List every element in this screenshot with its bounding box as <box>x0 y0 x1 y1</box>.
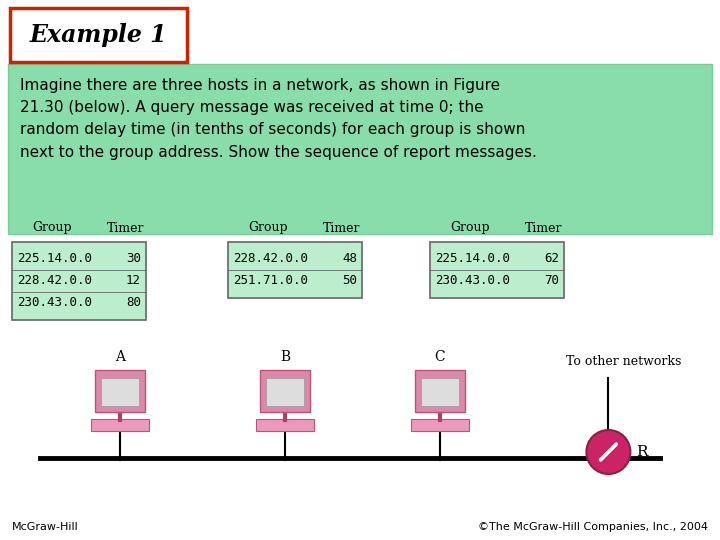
Text: 225.14.0.0: 225.14.0.0 <box>435 253 510 266</box>
FancyBboxPatch shape <box>101 378 139 406</box>
Text: 50: 50 <box>342 274 357 287</box>
Text: McGraw-Hill: McGraw-Hill <box>12 522 78 532</box>
Text: 228.42.0.0: 228.42.0.0 <box>17 274 92 287</box>
Text: ©The McGraw-Hill Companies, Inc., 2004: ©The McGraw-Hill Companies, Inc., 2004 <box>478 522 708 532</box>
Text: 12: 12 <box>126 274 141 287</box>
Text: 30: 30 <box>126 253 141 266</box>
Text: 225.14.0.0: 225.14.0.0 <box>17 253 92 266</box>
FancyBboxPatch shape <box>91 419 149 431</box>
Text: A: A <box>115 350 125 364</box>
Circle shape <box>586 430 631 474</box>
Text: To other networks: To other networks <box>566 355 681 368</box>
FancyBboxPatch shape <box>8 64 712 234</box>
Text: 230.43.0.0: 230.43.0.0 <box>435 274 510 287</box>
FancyBboxPatch shape <box>421 378 459 406</box>
FancyBboxPatch shape <box>411 419 469 431</box>
Text: Example 1: Example 1 <box>30 23 167 47</box>
Text: Timer: Timer <box>526 221 563 234</box>
FancyBboxPatch shape <box>260 370 310 412</box>
Text: Group: Group <box>451 221 490 234</box>
Text: Imagine there are three hosts in a network, as shown in Figure
21.30 (below). A : Imagine there are three hosts in a netwo… <box>20 78 537 160</box>
Text: Group: Group <box>32 221 72 234</box>
FancyBboxPatch shape <box>95 370 145 412</box>
Text: 62: 62 <box>544 253 559 266</box>
Text: 80: 80 <box>126 296 141 309</box>
Text: 228.42.0.0: 228.42.0.0 <box>233 253 308 266</box>
FancyBboxPatch shape <box>415 370 465 412</box>
FancyBboxPatch shape <box>430 242 564 298</box>
Text: B: B <box>280 350 290 364</box>
Text: R: R <box>636 445 648 459</box>
FancyBboxPatch shape <box>10 8 187 62</box>
Text: 70: 70 <box>544 274 559 287</box>
Text: Group: Group <box>248 221 288 234</box>
FancyBboxPatch shape <box>228 242 362 298</box>
FancyBboxPatch shape <box>266 378 304 406</box>
FancyBboxPatch shape <box>12 242 146 320</box>
Text: C: C <box>435 350 445 364</box>
Text: 48: 48 <box>342 253 357 266</box>
Text: 230.43.0.0: 230.43.0.0 <box>17 296 92 309</box>
Text: 251.71.0.0: 251.71.0.0 <box>233 274 308 287</box>
FancyBboxPatch shape <box>256 419 314 431</box>
Text: Timer: Timer <box>323 221 361 234</box>
Text: Timer: Timer <box>107 221 145 234</box>
